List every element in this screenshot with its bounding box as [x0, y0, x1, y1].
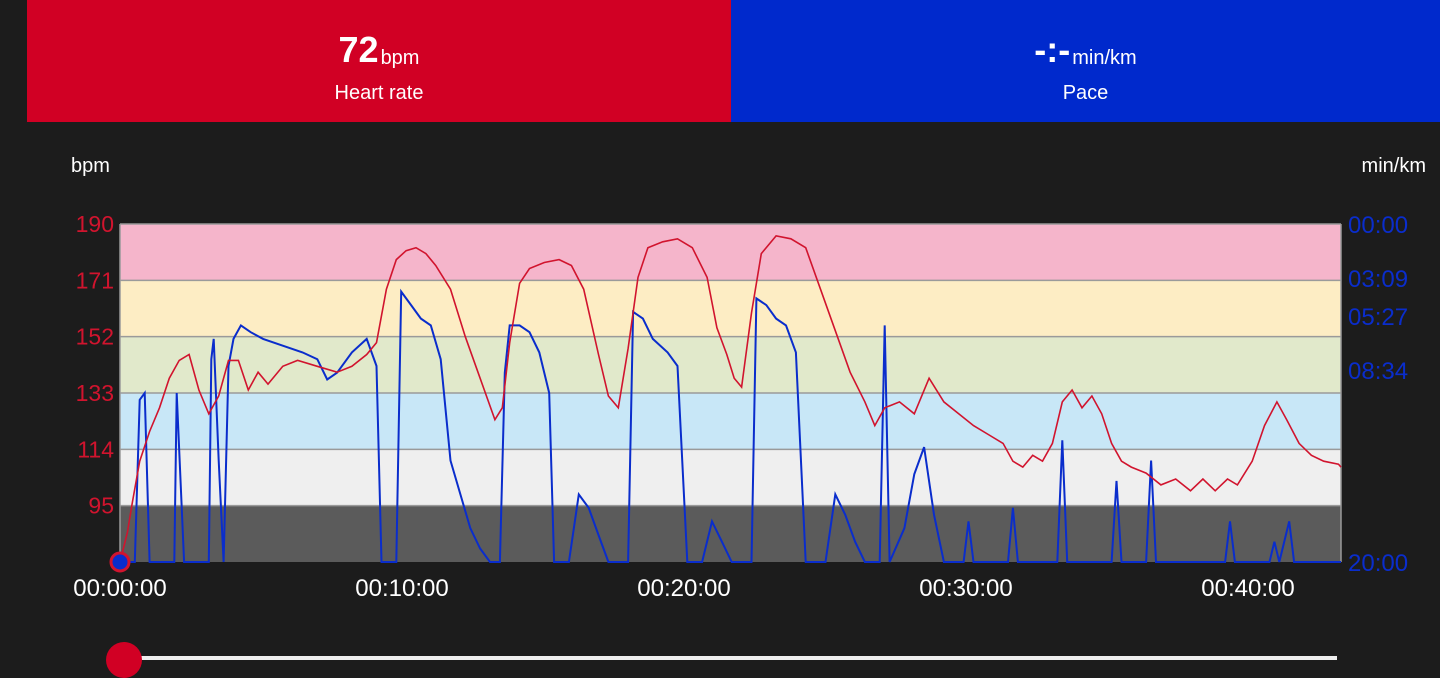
pace-tick-label: 08:34: [1348, 358, 1408, 385]
hr-tick-label: 152: [76, 324, 114, 350]
zone-anaerobic: [120, 280, 1341, 337]
hr-tick-label: 171: [76, 267, 114, 293]
timeline-scrubber-track[interactable]: [124, 656, 1337, 660]
heart-rate-label: Heart rate: [334, 82, 424, 104]
heart-rate-axis: 190 171 152 133 114 95: [76, 211, 115, 519]
time-tick-label: 00:10:00: [355, 575, 448, 602]
heart-rate-tile[interactable]: 72 bpm Heart rate: [27, 0, 731, 122]
time-tick-label: 00:30:00: [919, 575, 1012, 602]
heart-rate-zones: [119, 223, 1342, 562]
time-axis: 00:00:00 00:10:00 00:20:00 00:30:00 00:40:00: [73, 575, 1294, 602]
pace-tick-label: 05:27: [1348, 304, 1408, 331]
zone-rest: [120, 505, 1341, 562]
zone-warmup: [120, 449, 1341, 506]
hr-tick-label: 133: [76, 380, 114, 406]
heart-rate-value-row: 72 bpm: [338, 24, 420, 70]
start-marker: [109, 551, 131, 573]
hr-tick-label: 114: [77, 436, 114, 462]
pace-axis: 00:00 03:09 05:27 08:34 20:00: [1348, 212, 1408, 577]
hr-tick-label: 95: [88, 493, 114, 519]
hr-tick-label: 190: [76, 211, 114, 237]
pace-value-row: -:- min/km: [1034, 24, 1137, 70]
pace-tick-label: 00:00: [1348, 212, 1408, 239]
pace-tick-label: 03:09: [1348, 266, 1408, 293]
pace-value: -:-: [1034, 29, 1071, 70]
pace-tile[interactable]: -:- min/km Pace: [731, 0, 1440, 122]
activity-chart[interactable]: 190 171 152 133 114 95 00:00 03:09 05:27 08:34 20…: [0, 200, 1440, 610]
time-tick-label: 00:20:00: [637, 575, 730, 602]
pace-tick-label: 20:00: [1348, 550, 1408, 577]
time-tick-label: 00:40:00: [1201, 575, 1294, 602]
zone-fat-burn: [120, 393, 1341, 450]
right-axis-unit: min/km: [1361, 155, 1426, 177]
heart-rate-unit: bpm: [380, 47, 420, 69]
left-axis-unit: bpm: [71, 155, 110, 177]
zone-max: [120, 224, 1341, 281]
heart-rate-value: 72: [338, 29, 379, 70]
time-tick-label: 00:00:00: [73, 575, 166, 602]
heart-rate-series-line: [119, 235, 1342, 563]
timeline-scrubber-thumb[interactable]: [106, 642, 142, 678]
pace-unit: min/km: [1072, 47, 1137, 69]
pace-label: Pace: [1062, 82, 1109, 104]
